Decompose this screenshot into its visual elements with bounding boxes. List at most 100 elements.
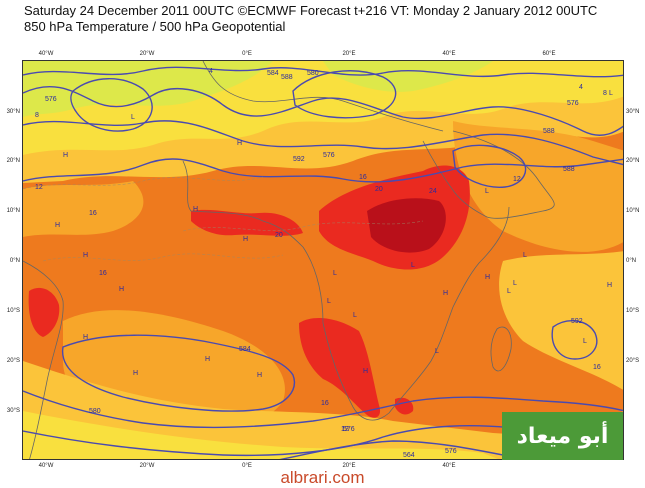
svg-text:H: H [257,372,262,379]
svg-text:L: L [353,312,357,319]
contour-label: 584 [267,70,279,77]
svg-text:L: L [513,280,517,287]
svg-text:H: H [607,282,612,289]
coast-west-africa [182,160,510,421]
field-orange-atlantic [23,181,144,237]
contour-label: 592 [293,156,305,163]
contour-label: 16 [89,210,97,217]
contour-label: 588 [281,74,293,81]
contour-east-africa [452,144,527,188]
contour-label: 12 [35,184,43,191]
contour-label: 4 [209,68,213,75]
lon-tick-bottom: 40°E [442,463,456,469]
contour-588-south [23,390,623,429]
contour-584-north [23,85,623,136]
svg-text:H: H [55,222,60,229]
contour-592-north [23,158,623,183]
svg-text:H: H [485,274,490,281]
contour-label: 16 [99,270,107,277]
contour-loop-atlantic [70,78,153,132]
svg-text:L: L [435,348,439,355]
svg-text:H: H [119,286,124,293]
svg-text:H: H [205,356,210,363]
watermark-text: أبو ميعاد [516,423,609,449]
svg-text:L: L [131,114,135,121]
svg-text:L: L [411,262,415,269]
isotherm-20 [182,220,424,232]
field-darkred-core [367,198,446,253]
contour-label: 588 [563,166,575,173]
contour-label: 580 [89,408,101,415]
contour-label: 576 [445,448,457,455]
contour-label: 564 [403,452,415,459]
weather-map: 12 16 20 24 16 12 16 20 16 12 16 4 8 4 8… [23,61,623,459]
lat-tick-right: 20°S [626,358,640,364]
lat-tick-left: 10°S [6,308,20,314]
contour-label: 588 [543,128,555,135]
lat-tick-right: 0°N [626,258,637,264]
field-red-west [191,209,303,236]
contour-label: 576 [567,100,579,107]
footer-site: albrari.com [280,468,365,487]
contour-label: 16 [321,400,329,407]
lat-tick-right: 30°N [626,109,640,115]
coast-europe [202,61,444,132]
lon-tick-bottom: 0°E [242,463,252,469]
lon-tick-bottom: 40°W [38,463,54,469]
svg-text:H: H [83,252,88,259]
svg-text:L: L [485,188,489,195]
coast-red-sea [422,140,488,218]
contour-label: 24 [429,188,437,195]
contour-label: 20 [275,232,283,239]
forecast-line: Saturday 24 December 2011 00UTC ©ECMWF F… [24,3,598,18]
lat-tick-right: 10°N [626,208,640,214]
contour-loop-indian [551,320,598,360]
lat-tick-left: 20°N [6,158,20,164]
field-yellow-south [23,411,498,459]
field-north-green-2 [323,61,493,92]
lat-tick-left: 30°S [6,408,20,414]
isotherm-16 [42,253,284,262]
contour-label: 576 [45,96,57,103]
field-red-south-africa [299,317,381,418]
coast-madagascar [490,326,512,372]
lat-tick-right: 10°S [626,308,640,314]
contour-label-group: 12 16 20 24 16 12 16 20 16 12 16 4 8 4 8… [35,68,607,459]
lon-tick-bottom: 20°E [342,463,356,469]
svg-text:H: H [63,152,68,159]
lat-tick-left: 0°N [9,258,20,264]
lon-tick-top: 0°E [242,51,252,57]
watermark-badge: أبو ميعاد [502,412,623,460]
contour-label: 576 [323,152,335,159]
svg-text:L: L [507,288,511,295]
map-title: Saturday 24 December 2011 00UTC ©ECMWF F… [24,3,597,35]
contour-label: 8 [603,90,607,97]
coast-arabia [452,130,555,219]
map-frame: 12 16 20 24 16 12 16 20 16 12 16 4 8 4 8… [22,60,624,460]
lat-tick-right: 20°N [626,158,640,164]
svg-text:L: L [333,270,337,277]
isotherm-12 [23,176,264,190]
field-north-green [23,61,273,117]
contour-label: 16 [359,174,367,181]
svg-text:L: L [523,252,527,259]
lon-tick-top: 40°W [38,51,54,57]
contour-label: 20 [375,186,383,193]
lat-tick-left: 30°N [6,109,20,115]
coastlines [23,61,555,459]
svg-text:H: H [443,290,448,297]
coast-south-america [23,260,64,459]
field-red-brazil [28,287,60,337]
lon-tick-top: 20°E [342,51,356,57]
svg-text:H: H [363,368,368,375]
contour-label: 16 [593,364,601,371]
lat-tick-left: 10°N [6,208,20,214]
contour-label: 592 [571,318,583,325]
lon-tick-bottom: 20°W [139,463,155,469]
svg-text:L: L [583,338,587,345]
lon-tick-top: 20°W [139,51,155,57]
contour-label: 8 [35,112,39,119]
lon-tick-top: 40°E [442,51,456,57]
contour-588-north [23,120,623,166]
contour-label: 12 [513,176,521,183]
